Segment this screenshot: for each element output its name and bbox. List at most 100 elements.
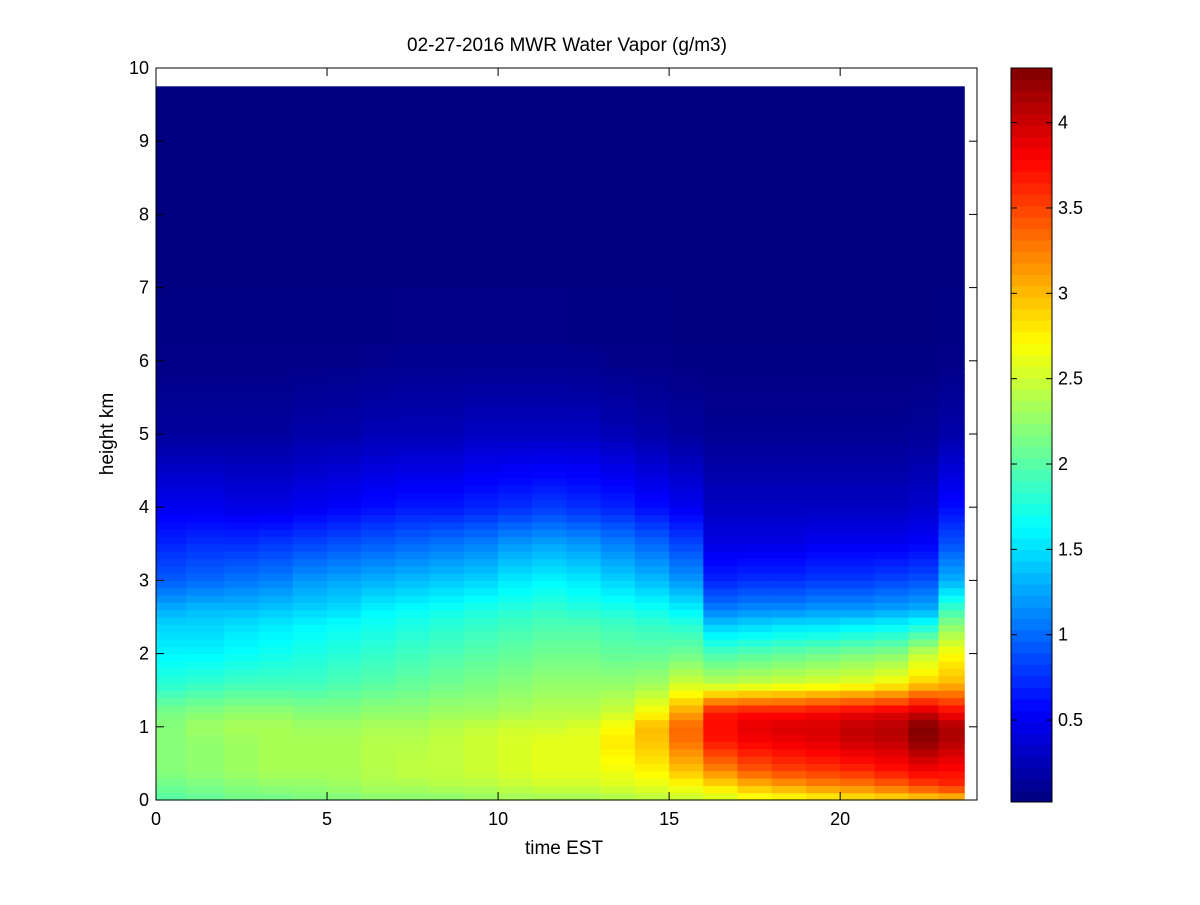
- heatmap-cell: [292, 770, 328, 779]
- heatmap-cell: [805, 734, 841, 743]
- heatmap-cell: [327, 726, 362, 735]
- heatmap-cell: [327, 86, 362, 147]
- heatmap-cell: [771, 419, 807, 428]
- heatmap-cell: [908, 638, 940, 647]
- heatmap-cell: [703, 419, 739, 428]
- heatmap-cell: [737, 756, 773, 764]
- heatmap-cell: [463, 763, 499, 772]
- heatmap-cell: [566, 580, 602, 589]
- heatmap-cell: [258, 726, 294, 735]
- heatmap-cell: [429, 558, 465, 567]
- heatmap-cell: [395, 792, 431, 801]
- heatmap-cell: [737, 653, 773, 662]
- heatmap-cell: [938, 778, 965, 786]
- heatmap-cell: [292, 344, 328, 369]
- heatmap-cell: [566, 565, 602, 574]
- heatmap-cell: [292, 558, 328, 567]
- heatmap-cell: [938, 470, 965, 479]
- heatmap-cell: [908, 390, 940, 398]
- heatmap-cell: [463, 587, 499, 596]
- colorbar: 0.511.522.533.54: [1010, 67, 1083, 803]
- heatmap-cell: [737, 587, 773, 596]
- heatmap-cell: [737, 397, 773, 406]
- heatmap-cell: [498, 448, 533, 457]
- heatmap-cell: [395, 763, 431, 772]
- heatmap-cell: [395, 631, 431, 640]
- heatmap-cell: [908, 682, 940, 691]
- heatmap-cell: [737, 499, 773, 508]
- heatmap-cell: [463, 507, 499, 516]
- heatmap-cell: [805, 778, 841, 786]
- heatmap-cell: [669, 734, 704, 743]
- heatmap-cell: [840, 477, 875, 486]
- heatmap-cell: [634, 412, 670, 420]
- heatmap-cell: [224, 492, 260, 501]
- heatmap-cell: [327, 668, 362, 677]
- heatmap-cell: [258, 785, 294, 794]
- heatmap-cell: [185, 756, 226, 764]
- heatmap-cell: [361, 412, 397, 420]
- heatmap-cell: [361, 375, 397, 384]
- heatmap-cell: [634, 434, 670, 442]
- heatmap-cell: [156, 507, 187, 516]
- heatmap-cell: [156, 748, 187, 757]
- colorbar-border: [1010, 67, 1053, 803]
- heatmap-cell: [908, 653, 940, 662]
- heatmap-cell: [156, 595, 187, 603]
- heatmap-cell: [224, 441, 260, 450]
- heatmap-cell: [669, 565, 704, 574]
- colorbar-swatch: [1011, 595, 1052, 608]
- heatmap-cell: [185, 455, 226, 464]
- heatmap-cell: [703, 719, 739, 728]
- heatmap-cell: [498, 397, 533, 406]
- heatmap-cell: [669, 536, 704, 545]
- heatmap-cell: [292, 631, 328, 640]
- heatmap-cell: [703, 785, 739, 794]
- heatmap-cell: [908, 785, 940, 794]
- heatmap-cell: [361, 697, 397, 706]
- heatmap-cell: [634, 287, 670, 345]
- heatmap-cell: [771, 719, 807, 728]
- heatmap-cell: [938, 145, 965, 215]
- heatmap-cell: [600, 470, 636, 479]
- heatmap-cell: [938, 785, 965, 794]
- heatmap-cell: [185, 434, 226, 442]
- heatmap-cell: [327, 595, 362, 603]
- heatmap-cell: [185, 382, 226, 391]
- heatmap-cell: [938, 690, 965, 699]
- heatmap-cell: [737, 448, 773, 457]
- heatmap-cell: [292, 499, 328, 508]
- heatmap-cell: [395, 543, 431, 552]
- colorbar-swatch: [1011, 457, 1052, 470]
- heatmap-cell: [771, 573, 807, 581]
- heatmap-cell: [463, 631, 499, 640]
- heatmap-cell: [498, 631, 533, 640]
- heatmap-cell: [938, 573, 965, 581]
- heatmap-cell: [737, 287, 773, 345]
- heatmap-cell: [805, 499, 841, 508]
- heatmap-cell: [703, 609, 739, 618]
- heatmap-cell: [258, 748, 294, 757]
- heatmap-cell: [156, 499, 187, 508]
- heatmap-cell: [532, 344, 568, 369]
- heatmap-cell: [156, 792, 187, 801]
- heatmap-cell: [395, 690, 431, 699]
- heatmap-cell: [185, 785, 226, 794]
- heatmap-cell: [395, 397, 431, 406]
- heatmap-cell: [703, 792, 739, 801]
- heatmap-cell: [840, 419, 875, 428]
- heatmap-cell: [292, 426, 328, 435]
- heatmap-cell: [258, 617, 294, 625]
- heatmap-cell: [874, 748, 910, 757]
- heatmap-cell: [327, 382, 362, 391]
- heatmap-cell: [361, 785, 397, 794]
- heatmap-cell: [224, 368, 260, 377]
- colorbar-swatch: [1011, 767, 1052, 780]
- heatmap-cell: [361, 214, 397, 289]
- heatmap-cell: [771, 602, 807, 611]
- heatmap-cell: [908, 477, 940, 486]
- heatmap-cell: [805, 792, 841, 801]
- heatmap-cell: [361, 675, 397, 684]
- heatmap-cell: [634, 668, 670, 677]
- heatmap-cell: [463, 397, 499, 406]
